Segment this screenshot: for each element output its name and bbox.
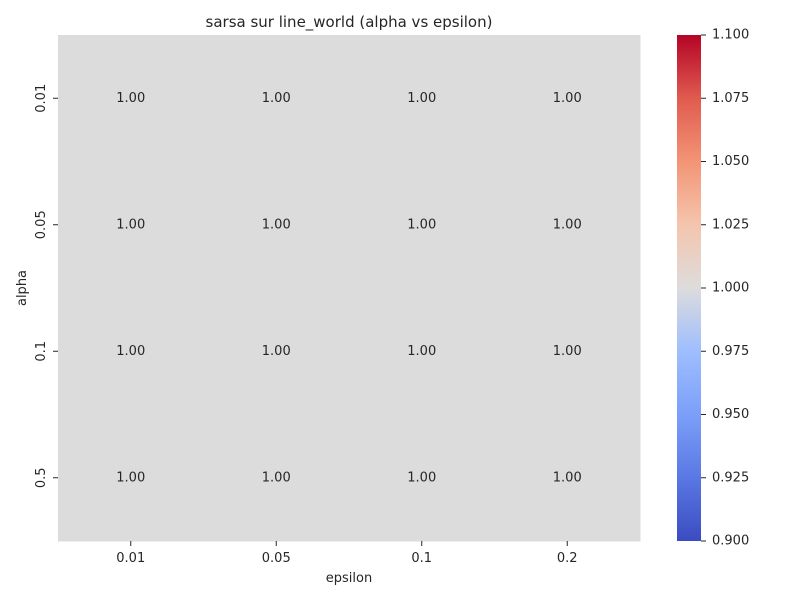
heatmap-cells	[58, 35, 641, 542]
heatmap-cell	[349, 414, 495, 542]
heatmap-cell	[203, 161, 350, 289]
heatmap-cell	[58, 161, 204, 289]
cell-value-label: 1.00	[553, 470, 582, 485]
cell-value-label: 1.00	[116, 344, 145, 359]
colorbar-tick-label: 0.900	[712, 534, 749, 549]
y-axis-ticks: 0.01 0.05 0.1 0.5	[34, 84, 58, 488]
y-axis-label: alpha	[15, 270, 30, 306]
cell-value-label: 1.00	[553, 91, 582, 106]
x-tick-label: 0.1	[411, 551, 432, 566]
colorbar-tick-label: 1.075	[712, 91, 749, 106]
heatmap-cell	[494, 414, 641, 542]
heatmap-cell	[494, 35, 641, 162]
y-tick-label: 0.1	[34, 341, 49, 362]
heatmap-cell	[203, 414, 350, 542]
heatmap-cell	[203, 35, 350, 162]
heatmap-cell	[494, 161, 641, 289]
x-tick-label: 0.05	[262, 551, 291, 566]
colorbar-ticks: 0.900 0.925 0.950 0.975 1.000 1.025 1.050 1.075…	[701, 28, 749, 549]
x-axis-label: epsilon	[326, 571, 372, 586]
heatmap-cell	[58, 288, 204, 415]
cell-value-label: 1.00	[407, 470, 436, 485]
x-tick-label: 0.2	[557, 551, 578, 566]
cell-value-label: 1.00	[553, 217, 582, 232]
cell-value-label: 1.00	[116, 91, 145, 106]
x-tick-label: 0.01	[116, 551, 145, 566]
y-tick-label: 0.01	[34, 84, 49, 113]
cell-value-label: 1.00	[407, 91, 436, 106]
heatmap-cell	[58, 414, 204, 542]
colorbar	[677, 35, 701, 541]
y-tick-label: 0.05	[34, 210, 49, 239]
cell-value-label: 1.00	[116, 470, 145, 485]
colorbar-tick-label: 1.050	[712, 154, 749, 169]
heatmap-cell	[349, 35, 495, 162]
colorbar-tick-label: 0.975	[712, 344, 749, 359]
cell-value-label: 1.00	[262, 91, 291, 106]
cell-value-label: 1.00	[262, 470, 291, 485]
cell-value-label: 1.00	[262, 217, 291, 232]
colorbar-tick-label: 1.100	[712, 28, 749, 43]
cell-value-label: 1.00	[262, 344, 291, 359]
colorbar-tick-label: 0.925	[712, 470, 749, 485]
heatmap-cell	[58, 35, 204, 162]
cell-value-label: 1.00	[553, 344, 582, 359]
heatmap-cell	[203, 288, 350, 415]
colorbar-tick-label: 1.025	[712, 217, 749, 232]
cell-value-label: 1.00	[407, 344, 436, 359]
heatmap-cell	[494, 288, 641, 415]
chart-title: sarsa sur line_world (alpha vs epsilon)	[206, 13, 493, 32]
cell-value-label: 1.00	[116, 217, 145, 232]
heatmap-cell	[349, 161, 495, 289]
cell-value-label: 1.00	[407, 217, 436, 232]
cell-annotations: 1.00 1.00 1.00 1.00 1.00 1.00 1.00 1.00 1.00 1.00…	[116, 91, 581, 486]
x-axis-ticks: 0.01 0.05 0.1 0.2	[116, 541, 578, 566]
colorbar-tick-label: 0.950	[712, 407, 749, 422]
colorbar-tick-label: 1.000	[712, 281, 749, 296]
heatmap-cell	[349, 288, 495, 415]
y-tick-label: 0.5	[34, 467, 49, 488]
